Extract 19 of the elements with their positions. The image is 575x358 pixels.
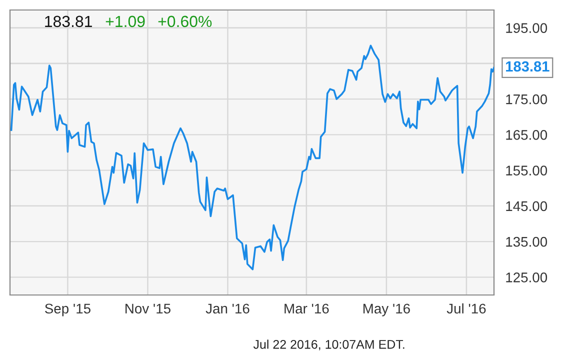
annotation: 183.81 [506,61,550,72]
x-tick-label: Sep '15 [45,304,90,316]
y-tick-label: 145.00 [506,201,548,212]
x-tick-label: Jul '16 [446,303,486,314]
x-tick-label: Nov '15 [126,304,170,314]
x-tick-label: May '16 [363,304,410,316]
annotation: +0.60% [158,16,212,28]
line-series [10,44,494,270]
x-tick-label: Jan '16 [206,304,250,314]
y-tick-label: 165.00 [506,130,548,140]
y-tick-label: 175.00 [506,94,548,104]
x-tick-label: Mar '16 [284,304,329,314]
y-tick-label: 195.00 [506,23,548,33]
annotation: +1.09 [106,16,145,28]
y-tick-label: 125.00 [506,272,548,282]
text: Jul 22 2016, 10:07AM EDT. [253,340,404,350]
y-tick-label: 135.00 [506,236,548,247]
y-tick-label: 155.00 [506,166,548,176]
annotation: 183.81 [45,16,92,28]
